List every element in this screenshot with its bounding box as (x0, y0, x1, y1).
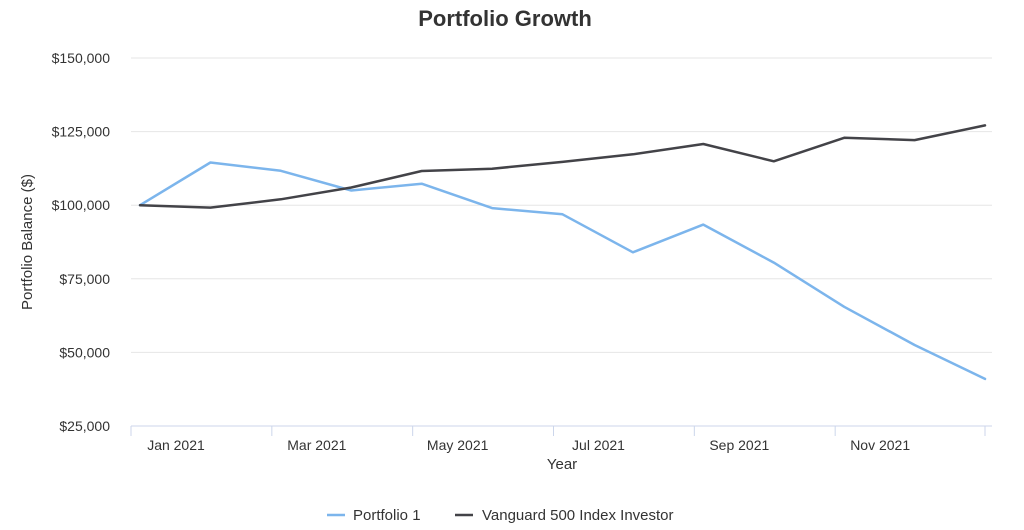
x-tick-label: Mar 2021 (287, 437, 346, 453)
x-tick-label: Jul 2021 (572, 437, 625, 453)
y-tick-label: $75,000 (59, 271, 110, 287)
legend: Portfolio 1 Vanguard 500 Index Investor (327, 507, 674, 524)
y-tick-label: $125,000 (52, 124, 111, 140)
x-tick-label: May 2021 (427, 437, 489, 453)
y-tick-label: $100,000 (52, 197, 111, 213)
series-group (138, 124, 987, 381)
series-line-vanguard-500-index-investor (138, 124, 987, 209)
y-tick-label: $25,000 (59, 418, 110, 434)
x-tick-label: Nov 2021 (850, 437, 910, 453)
x-tick-label: Sep 2021 (709, 437, 769, 453)
legend-label-portfolio-1[interactable]: Portfolio 1 (353, 507, 421, 524)
series-line-portfolio-1 (138, 161, 987, 381)
y-axis: $25,000 $50,000 $75,000 $100,000 $125,000 $15… (52, 50, 111, 434)
x-axis: Jan 2021 Mar 2021 May 2021 Jul 2021 Sep 2021… (130, 425, 992, 453)
chart-title: Portfolio Growth (418, 6, 592, 31)
gridlines (131, 57, 992, 427)
y-tick-label: $50,000 (59, 344, 110, 360)
x-tick-label: Jan 2021 (147, 437, 205, 453)
y-tick-label: $150,000 (52, 50, 111, 66)
x-axis-title: Year (547, 456, 577, 473)
legend-label-vanguard-500-index-investor[interactable]: Vanguard 500 Index Investor (482, 507, 674, 524)
y-axis-title: Portfolio Balance ($) (19, 174, 36, 310)
